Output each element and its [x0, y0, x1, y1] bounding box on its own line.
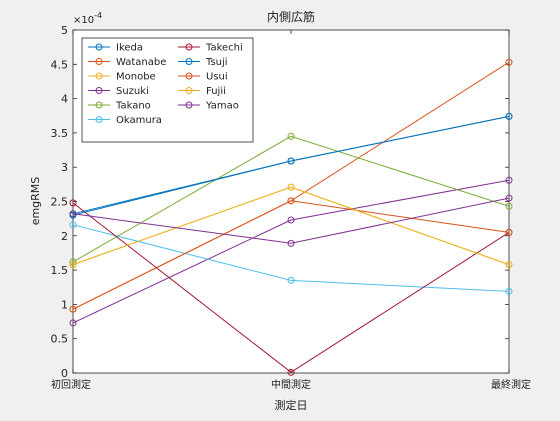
legend-entry: Takano — [88, 101, 151, 112]
data-point — [505, 202, 513, 210]
data-point — [287, 239, 295, 247]
legend-swatch-marker — [185, 43, 193, 51]
x-tick-label: 最終測定 — [491, 378, 531, 391]
data-point — [505, 58, 513, 66]
legend-swatch-marker — [95, 58, 103, 65]
y-tick-label: 1.5 — [51, 264, 69, 277]
data-point — [287, 368, 295, 376]
y-exponent-power: -4 — [94, 11, 102, 20]
x-axis-label: 測定日 — [275, 398, 308, 412]
legend-entry: Fujii — [178, 86, 226, 97]
series-takano — [69, 132, 513, 266]
legend-label: Suzuki — [116, 86, 149, 97]
y-tick-label: 0.5 — [51, 333, 69, 346]
y-tick-label: 3 — [61, 161, 68, 174]
legend-label: Fujii — [206, 86, 226, 97]
series-line — [72, 200, 510, 310]
legend-entry: Tsuji — [178, 57, 228, 68]
legend-swatch-marker — [95, 87, 103, 94]
y-axis-exponent: ×10-4 — [73, 11, 102, 26]
legend-label: Ikeda — [116, 43, 143, 54]
legend-entry: Watanabe — [88, 57, 166, 68]
legend: Ikeda Watanabe Monobe Suzuki Takano Okamura Ta… — [81, 37, 254, 143]
y-tick-label: 3.5 — [51, 127, 69, 140]
series-line — [72, 179, 510, 324]
y-exponent-base: ×10 — [73, 15, 94, 26]
data-point — [505, 287, 513, 295]
data-point — [287, 276, 295, 284]
data-point — [69, 199, 77, 207]
legend-swatch-marker — [185, 87, 193, 94]
series-group — [69, 58, 513, 376]
data-point — [287, 183, 295, 191]
series-line — [72, 197, 510, 244]
y-tick-label: 0 — [61, 367, 68, 380]
series-line — [72, 224, 510, 292]
legend-label: Watanabe — [116, 57, 166, 68]
legend-entry: Monobe — [88, 72, 156, 83]
legend-label: Takechi — [205, 43, 243, 54]
legend-entry: Takechi — [178, 43, 243, 54]
data-point — [69, 305, 77, 313]
series-yamao — [69, 194, 513, 247]
series-line — [72, 202, 510, 373]
data-point — [505, 176, 513, 184]
x-tick-label: 初回測定 — [51, 378, 91, 391]
series-okamura — [69, 221, 513, 295]
data-point — [287, 132, 295, 140]
data-point — [287, 216, 295, 224]
legend-entry: Yamao — [178, 101, 239, 112]
series-line — [72, 186, 510, 266]
legend-swatch-marker — [185, 101, 193, 109]
legend-label: Takano — [115, 101, 151, 112]
y-axis: 0 0.5 1 1.5 2 2.5 3 3.5 4 4.5 5 — [51, 24, 509, 380]
data-point — [69, 319, 77, 327]
data-point — [69, 258, 77, 266]
legend-box — [81, 37, 254, 143]
legend-label: Okamura — [116, 115, 162, 126]
data-point — [287, 197, 295, 205]
series-suzuki — [69, 176, 513, 327]
legend-swatch-marker — [95, 43, 103, 51]
legend-swatch-marker — [95, 101, 103, 109]
data-point — [505, 261, 513, 269]
y-tick-label: 1 — [61, 298, 68, 311]
legend-label: Yamao — [205, 101, 239, 112]
legend-swatch-marker — [185, 58, 193, 65]
y-tick-label: 2 — [61, 230, 68, 243]
y-tick-label: 2.5 — [51, 196, 69, 209]
y-tick-label: 5 — [61, 24, 68, 37]
x-axis: 初回測定 中間測定 最終測定 — [51, 30, 531, 391]
legend-swatch-marker — [95, 116, 103, 123]
legend-entry: Usui — [178, 72, 228, 83]
legend-entry: Okamura — [88, 115, 162, 126]
data-point — [69, 221, 77, 229]
data-point — [505, 228, 513, 236]
series-line — [72, 115, 510, 216]
data-point — [69, 261, 77, 269]
legend-label: Monobe — [116, 72, 156, 83]
data-point — [69, 210, 77, 218]
legend-swatch-marker — [95, 72, 103, 80]
y-tick-label: 4 — [61, 93, 68, 106]
data-point — [287, 157, 295, 165]
legend-entry: Suzuki — [88, 86, 149, 97]
x-tick-label: 中間測定 — [271, 378, 311, 391]
data-point — [505, 194, 513, 202]
series-fujii — [69, 183, 513, 269]
series-line — [72, 135, 510, 263]
legend-swatch-marker — [185, 72, 193, 80]
y-axis-label: emgRMS — [29, 177, 42, 226]
data-point — [505, 112, 513, 120]
y-tick-label: 4.5 — [51, 58, 69, 71]
series-usui — [69, 197, 513, 313]
legend-label: Usui — [206, 72, 228, 83]
chart-title: 内側広筋 — [267, 9, 315, 24]
legend-entry: Ikeda — [88, 43, 143, 54]
legend-label: Tsuji — [205, 57, 228, 68]
